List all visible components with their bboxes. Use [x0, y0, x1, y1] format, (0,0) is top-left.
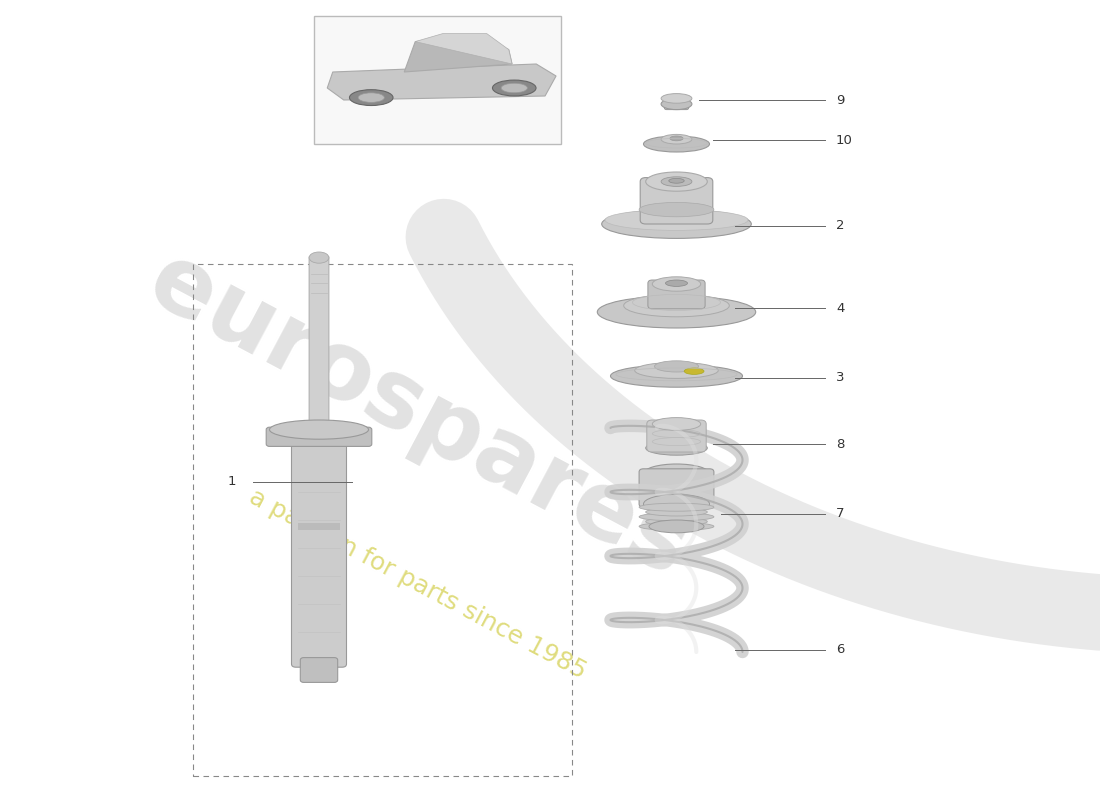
- Ellipse shape: [670, 136, 683, 141]
- Ellipse shape: [605, 210, 748, 230]
- Ellipse shape: [646, 518, 707, 526]
- FancyBboxPatch shape: [292, 437, 346, 667]
- FancyBboxPatch shape: [639, 469, 714, 507]
- Ellipse shape: [359, 93, 384, 102]
- Ellipse shape: [646, 508, 707, 516]
- Ellipse shape: [644, 464, 710, 483]
- Ellipse shape: [639, 513, 714, 521]
- Text: 7: 7: [836, 507, 845, 520]
- Ellipse shape: [646, 441, 707, 455]
- Text: 3: 3: [836, 371, 845, 384]
- FancyBboxPatch shape: [300, 658, 338, 682]
- Ellipse shape: [654, 361, 698, 372]
- Bar: [192, 264, 572, 776]
- Text: a passion for parts since 1985: a passion for parts since 1985: [245, 485, 591, 683]
- Ellipse shape: [669, 178, 684, 183]
- Polygon shape: [415, 34, 512, 64]
- FancyBboxPatch shape: [640, 178, 713, 224]
- Ellipse shape: [644, 494, 710, 514]
- Text: 2: 2: [836, 219, 845, 232]
- Ellipse shape: [644, 136, 710, 152]
- Ellipse shape: [652, 277, 701, 291]
- Ellipse shape: [602, 210, 751, 238]
- Text: eurospares: eurospares: [133, 235, 703, 597]
- Ellipse shape: [624, 294, 729, 317]
- Polygon shape: [328, 64, 556, 100]
- Text: 4: 4: [836, 302, 845, 314]
- Ellipse shape: [639, 503, 714, 511]
- Bar: [314, 16, 561, 144]
- Ellipse shape: [661, 94, 692, 103]
- Ellipse shape: [639, 522, 714, 530]
- Ellipse shape: [270, 420, 368, 439]
- Ellipse shape: [639, 202, 714, 217]
- Ellipse shape: [666, 280, 688, 286]
- FancyBboxPatch shape: [309, 256, 329, 435]
- Ellipse shape: [661, 177, 692, 186]
- Ellipse shape: [493, 80, 536, 96]
- Text: 9: 9: [836, 94, 845, 106]
- Text: 1: 1: [228, 475, 236, 488]
- Ellipse shape: [661, 134, 692, 144]
- FancyBboxPatch shape: [664, 98, 689, 110]
- Ellipse shape: [684, 368, 704, 374]
- Ellipse shape: [661, 98, 692, 110]
- Ellipse shape: [350, 90, 393, 106]
- Text: 10: 10: [836, 134, 852, 146]
- Ellipse shape: [635, 362, 718, 378]
- Ellipse shape: [649, 520, 704, 533]
- Ellipse shape: [646, 172, 707, 191]
- Ellipse shape: [309, 252, 329, 263]
- Text: 6: 6: [836, 643, 845, 656]
- Ellipse shape: [502, 83, 527, 93]
- Bar: [298, 523, 340, 530]
- Ellipse shape: [610, 365, 742, 387]
- Ellipse shape: [652, 418, 701, 430]
- FancyBboxPatch shape: [648, 280, 705, 309]
- Ellipse shape: [597, 296, 756, 328]
- FancyBboxPatch shape: [266, 427, 372, 446]
- Text: 8: 8: [836, 438, 845, 450]
- Polygon shape: [404, 36, 512, 72]
- FancyBboxPatch shape: [647, 420, 706, 452]
